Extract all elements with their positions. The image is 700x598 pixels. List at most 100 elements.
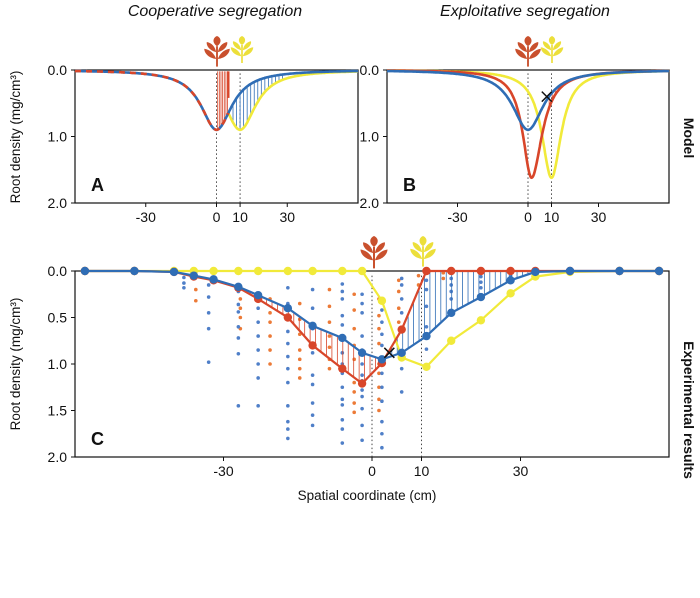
panel-c-scatter-dot-orange xyxy=(396,278,401,283)
panel-c-scatter-dot-blue xyxy=(310,306,315,311)
panel-c-scatter-dot-blue xyxy=(360,438,364,443)
panel-c-point-blue xyxy=(189,271,198,280)
panel-c-scatter-dot-orange xyxy=(377,397,381,402)
panel-c-scatter-dot-orange xyxy=(377,385,381,390)
panel-a-chart: Root density (mg/cm³) 0.0 1.0 2.0 -30 0 10 30 A xyxy=(8,62,359,225)
panel-c-scatter-dot-blue xyxy=(286,427,290,431)
panel-c-scatter-dot-blue xyxy=(310,401,315,405)
panel-c-scatter-dot-blue xyxy=(340,403,345,407)
panel-c-scatter-dot-orange xyxy=(194,287,198,292)
panel-c-scatter-dot-blue xyxy=(380,343,384,348)
panel-c-ytick-label: 1.0 xyxy=(48,356,68,372)
yellow-plant-icon xyxy=(539,36,565,64)
panel-c-point-red xyxy=(422,266,431,276)
panel-c-scatter-dot-blue xyxy=(424,325,429,329)
panel-c-scatter-dot-orange xyxy=(297,301,302,306)
panel-c-scatter-dot-blue xyxy=(449,276,454,281)
panel-c-ytick-label: 0.5 xyxy=(48,310,68,326)
panel-c-scatter-dot-blue xyxy=(340,289,345,294)
panel-c-ytick-label: 0.0 xyxy=(48,263,68,279)
panel-c-scatter-dot-blue xyxy=(340,397,345,402)
panel-c-scatter-dot-blue xyxy=(449,297,454,301)
panel-c-point-red xyxy=(447,266,456,276)
panel-c-scatter-dot-blue xyxy=(182,275,186,280)
panel-c-scatter-dot-blue xyxy=(236,351,241,356)
panel-c-scatter-dot-orange xyxy=(327,320,332,324)
panel-c-ytick-label: 2.0 xyxy=(48,449,68,465)
panel-c-scatter-dot-orange xyxy=(268,362,272,366)
panel-a-xtick-label: 30 xyxy=(279,209,295,225)
red-plant-icon xyxy=(203,36,231,68)
panel-c-scatter-dot-blue xyxy=(399,276,404,281)
panel-c-scatter-dot-orange xyxy=(377,326,381,331)
panel-c-scatter-dot-blue xyxy=(206,360,211,364)
panel-c-scatter-dot-blue xyxy=(206,295,211,299)
panel-c-scatter-dot-blue xyxy=(340,351,345,355)
panel-c-scatter-dot-orange xyxy=(352,326,357,331)
panel-b-ytick-label: 1.0 xyxy=(360,129,380,145)
panel-c-point-yellow xyxy=(308,266,317,276)
panel-c-scatter-dot-blue xyxy=(340,427,345,431)
panel-c-scatter-dot-orange xyxy=(377,313,381,318)
panel-c-xtick-label: 30 xyxy=(513,463,529,479)
panel-c-scatter-dot-orange xyxy=(441,276,446,281)
panel-c-scatter-dot-blue xyxy=(286,436,290,441)
panel-c-scatter-dot-blue xyxy=(286,419,290,424)
panel-c-scatter-dot-orange xyxy=(268,348,272,352)
panel-c-point-red xyxy=(357,379,367,388)
panel-c-scatter-dot-orange xyxy=(238,297,243,301)
panel-c-scatter-dot-blue xyxy=(399,297,404,301)
panel-c-scatter-dot-blue xyxy=(380,371,384,376)
panel-c-ytick-label: 1.5 xyxy=(48,403,68,419)
panel-c-scatter-dot-orange xyxy=(352,380,357,385)
panel-c-scatter-dot-blue xyxy=(360,388,364,392)
panel-c-scatter-dot-blue xyxy=(286,366,290,371)
panel-c-point-blue xyxy=(234,282,243,292)
panel-c-scatter-dot-blue xyxy=(360,394,364,399)
panel-c-scatter-dot-blue xyxy=(424,347,429,351)
panel-c-point-blue xyxy=(253,290,263,300)
panel-c-scatter-dot-blue xyxy=(360,301,364,306)
panel-a-xtick-label: 0 xyxy=(213,209,221,225)
panel-c-scatter-dot-blue xyxy=(236,336,241,340)
panel-c-scatter-dot-blue xyxy=(256,334,260,338)
panel-c-scatter-dot-blue xyxy=(182,281,186,285)
panel-c-scatter-dot-blue xyxy=(399,283,404,287)
panel-c-scatter-dot-blue xyxy=(380,419,384,424)
panel-c-scatter-dot-orange xyxy=(377,408,381,413)
panel-c-letter: C xyxy=(91,429,104,449)
panel-c-scatter-dot-blue xyxy=(479,285,483,290)
panel-c-scatter-dot-orange xyxy=(268,311,272,315)
title-exploitative: Exploitative segregation xyxy=(440,3,610,20)
panel-c-ylabel: Root density (mg/cm³) xyxy=(8,298,23,431)
panel-c-point-blue xyxy=(476,292,486,302)
panel-c-scatter-dot-blue xyxy=(380,308,384,312)
panel-c-scatter-dot-blue xyxy=(340,297,345,301)
panel-c-scatter-dot-orange xyxy=(352,390,357,394)
panel-c-point-yellow xyxy=(253,266,263,276)
panel-c-scatter-dot-blue xyxy=(286,354,290,359)
panel-c-scatter-dot-orange xyxy=(297,348,302,352)
panel-a-ytick-label: 2.0 xyxy=(48,195,68,211)
panel-c-point-red xyxy=(476,266,486,276)
panel-c-scatter-dot-blue xyxy=(340,385,345,390)
red-plant-icon xyxy=(514,36,542,68)
panel-b-xtick-label: -30 xyxy=(447,209,467,225)
panel-c-scatter-dot-blue xyxy=(340,313,345,318)
panel-c-scatter-dot-orange xyxy=(396,306,401,311)
panel-a-ytick-label: 1.0 xyxy=(48,129,68,145)
panel-c-scatter-dot-blue xyxy=(340,441,345,445)
panel-c-scatter-dot-orange xyxy=(396,320,401,324)
panel-c-scatter-dot-blue xyxy=(479,280,483,284)
panel-c-scatter-dot-orange xyxy=(327,334,332,338)
panel-c-scatter-dot-orange xyxy=(396,289,401,294)
panel-c-scatter-dot-orange xyxy=(327,304,332,309)
panel-c-scatter-dot-blue xyxy=(286,404,290,408)
panel-c-point-red xyxy=(397,325,406,334)
side-label-experimental: Experimental results xyxy=(681,341,697,479)
panel-c-point-blue xyxy=(397,348,406,358)
title-cooperative: Cooperative segregation xyxy=(128,3,302,20)
panel-c-scatter-dot-blue xyxy=(360,423,364,428)
panel-a-ytick-label: 0.0 xyxy=(48,62,68,78)
